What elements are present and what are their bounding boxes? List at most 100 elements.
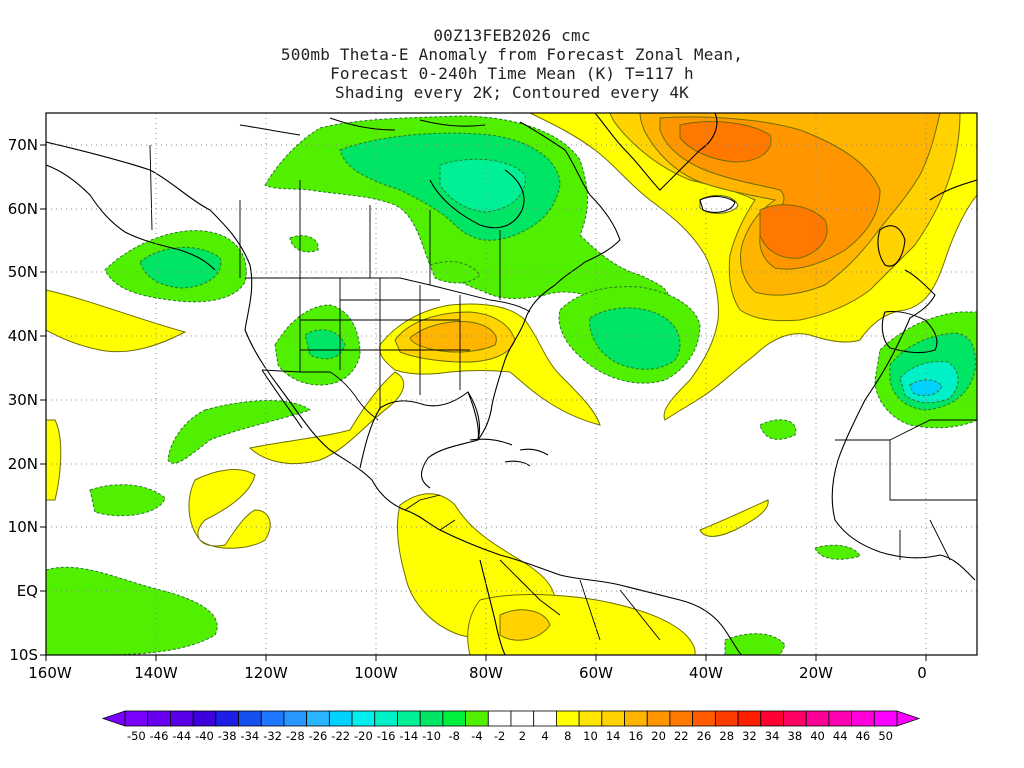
colorbar-label: 10 — [583, 729, 598, 743]
colorbar-label: 38 — [788, 729, 803, 743]
colorbar: -50 -46 -44 -40 -38 -34 -32 -28 -26 -22 -20 -16 -14-… — [101, 710, 921, 743]
colorbar-label: -38 — [218, 729, 237, 743]
colorbar-arrow-high — [896, 710, 921, 727]
coastline-iberia — [881, 311, 938, 354]
political-borders — [149, 144, 977, 641]
colorbar-label: -40 — [195, 729, 214, 743]
colorbar-swatch — [556, 710, 580, 727]
x-axis-labels: 160W 140W 120W 100W 80W 60W 40W 20W 0 — [28, 664, 927, 682]
colorbar-label: 22 — [674, 729, 689, 743]
anomaly-negative-gulf-guinea — [814, 544, 861, 560]
colorbar-label: 50 — [878, 729, 893, 743]
colorbar-label: -46 — [150, 729, 169, 743]
anomaly-positive-south-america-core — [499, 609, 551, 641]
x-tick-label-140w: 140W — [134, 664, 178, 682]
colorbar-label: 44 — [833, 729, 848, 743]
x-axis-ticks — [45, 655, 927, 661]
y-tick-label-eq: EQ — [17, 582, 38, 600]
x-tick-label-40w: 40W — [689, 664, 723, 682]
anomaly-positive-eastern-us-core — [409, 321, 497, 353]
colorbar-swatch — [306, 710, 330, 727]
title-line-1: 00Z13FEB2026 cmc — [433, 26, 591, 45]
colorbar-swatch — [260, 710, 285, 727]
colorbar-swatch — [760, 710, 784, 727]
border-us-states-lines — [299, 278, 470, 410]
colorbar-swatch — [147, 710, 171, 727]
coastline-caribbean-islands — [469, 438, 549, 467]
coastline-alaska — [46, 164, 216, 271]
colorbar-swatch — [124, 710, 149, 727]
coastline-us-east — [504, 239, 621, 361]
colorbar-swatch — [328, 710, 353, 727]
anomaly-negative-central-pacific — [167, 400, 312, 464]
anomaly-negative-nw-africa-peak — [909, 379, 943, 397]
anomaly-negative-western-us-core — [304, 329, 346, 360]
y-tick-label-20n: 20N — [8, 455, 38, 473]
colorbar-swatch — [646, 710, 671, 727]
colorbar-swatch — [692, 710, 716, 727]
coastline-north-america-west — [46, 141, 441, 531]
y-tick-label-10s: 10S — [9, 646, 38, 664]
x-tick-label-160w: 160W — [28, 664, 72, 682]
colorbar-arrow-low — [101, 710, 126, 727]
colorbar-swatch — [533, 710, 557, 727]
anomaly-positive-north-atlantic-peak — [759, 204, 828, 259]
colorbar-label: 34 — [765, 729, 780, 743]
border-south-america — [499, 559, 661, 641]
y-tick-label-60n: 60N — [8, 200, 38, 218]
anomaly-negative-small-pacific — [289, 235, 319, 253]
colorbar-label: -28 — [286, 729, 305, 743]
colorbar-swatch — [442, 710, 466, 727]
colorbar-label: 4 — [541, 729, 548, 743]
colorbar-label: 20 — [651, 729, 666, 743]
anomaly-negative-canada-lobe — [429, 261, 481, 284]
colorbar-label: -8 — [449, 729, 460, 743]
border-central-america — [404, 494, 456, 531]
colorbar-label: -44 — [172, 729, 191, 743]
coastline-iceland — [699, 195, 736, 213]
colorbar-label: 40 — [810, 729, 825, 743]
colorbar-swatch — [170, 710, 194, 727]
colorbar-swatch — [419, 710, 444, 727]
colorbar-swatch — [510, 710, 535, 727]
colorbar-swatch — [465, 710, 489, 727]
colorbar-label: 16 — [629, 729, 644, 743]
border-africa — [835, 419, 977, 561]
coastline-baja — [261, 369, 303, 429]
anomaly-negative-south-pacific — [46, 566, 218, 655]
colorbar-swatch — [828, 710, 852, 727]
anomaly-positive-pacific-strip — [46, 419, 62, 501]
colorbar-swatch — [737, 710, 762, 727]
coastline-florida — [467, 359, 506, 441]
colorbar-label: -4 — [471, 729, 482, 743]
coastline-scandinavia — [929, 179, 977, 201]
anomaly-positive-subtropical-blobs — [188, 469, 271, 549]
colorbar-swatch — [487, 710, 512, 727]
y-tick-label-70n: 70N — [8, 136, 38, 154]
x-tick-label-20w: 20W — [799, 664, 833, 682]
anomaly-negative-subtropical-pacific — [89, 484, 166, 517]
coastline-south-america-west — [479, 559, 506, 655]
title-line-2: 500mb Theta-E Anomaly from Forecast Zona… — [280, 45, 744, 64]
colorbar-label: 46 — [856, 729, 871, 743]
title-line-3: Forecast 0-240h Time Mean (K) T=117 h — [330, 64, 694, 83]
anomaly-positive-atlantic-streak — [699, 499, 769, 537]
title-line-4: Shading every 2K; Contoured every 4K — [335, 83, 689, 102]
coastline-greenland — [594, 113, 718, 191]
anomaly-negative-south-atlantic — [724, 633, 786, 655]
anomaly-positive-eastern-pacific-band — [46, 289, 187, 353]
anomaly-negative-nw-atlantic-core — [589, 307, 681, 370]
colorbar-swatch — [669, 710, 694, 727]
colorbar-label: 32 — [742, 729, 757, 743]
colorbar-label: -10 — [422, 729, 441, 743]
x-tick-label-100w: 100W — [354, 664, 398, 682]
plot-frame — [45, 112, 978, 656]
colorbar-swatch — [578, 710, 603, 727]
border-alaska-canada — [149, 144, 153, 231]
colorbar-swatch — [805, 710, 830, 727]
colorbar-swatch — [873, 710, 898, 727]
colorbar-label: -16 — [377, 729, 396, 743]
colorbar-label: -32 — [263, 729, 282, 743]
y-tick-label-40n: 40N — [8, 327, 38, 345]
colorbar-label: 26 — [697, 729, 712, 743]
